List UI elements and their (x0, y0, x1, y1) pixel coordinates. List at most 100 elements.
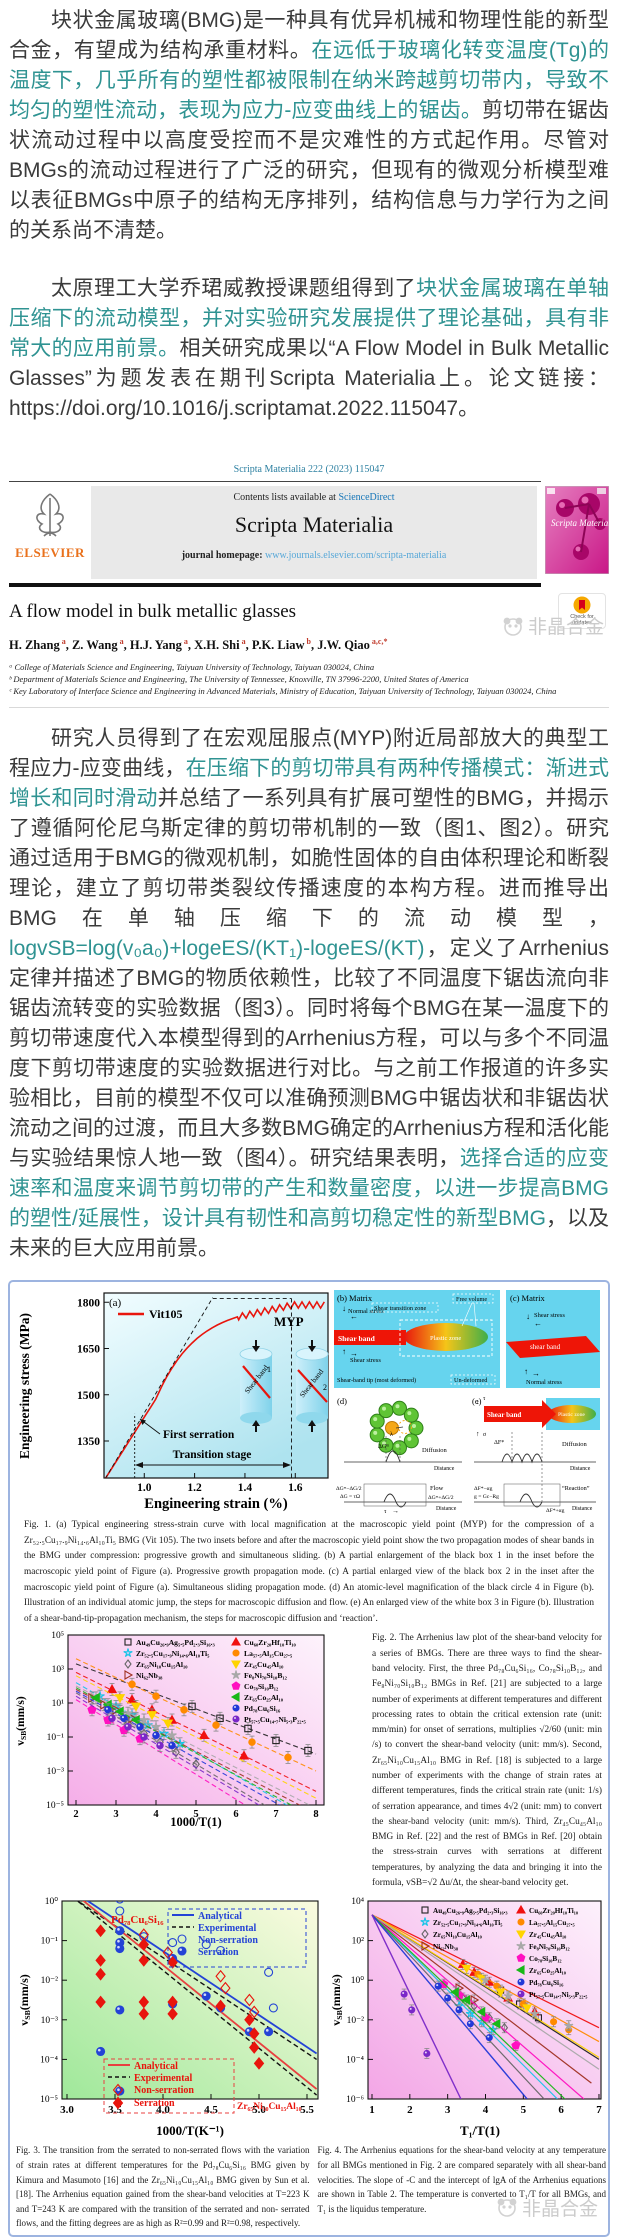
atom-highlight (382, 1406, 386, 1411)
data-point-marker (115, 1944, 125, 1954)
marker-highlight (246, 2029, 250, 2033)
first-serration-label: First serration (163, 1429, 235, 1441)
check-updates-badge[interactable]: Check for updates (558, 593, 606, 629)
svg-text:→: → (350, 1349, 358, 1358)
paragraph-intro: 块状金属玻璃(BMG)是一种具有优异机械和物理性能的新型合金，有望成为结构承重材… (9, 0, 609, 246)
x-tick-label: 5.5 (300, 2104, 314, 2116)
affiliation-line: ᶜ Key Laboratory of Interface Science an… (9, 686, 557, 697)
journal-homepage-link[interactable]: www.journals.elsevier.com/scripta-materi… (265, 550, 447, 561)
zr-alloy-label: Zr₆₅Ni₁₀Cu₁₅Al₁₀ (237, 2102, 302, 2112)
data-point-marker (124, 1670, 134, 1681)
legend-label: Zr₅₂.₅Cu₁₇.₉Ni₁₄.₆Al₁₀Ti₅ (136, 1649, 210, 1658)
author-name: , P.K. Liaw (245, 638, 305, 653)
data-point-marker (115, 2005, 125, 2015)
dF-plus-label: ΔF*+αg (546, 1508, 565, 1514)
arrhenius-line (75, 1689, 301, 1806)
fig3-xlabel: 1000/T(K⁻¹) (156, 2123, 224, 2138)
data-point-marker (138, 1938, 150, 1952)
text-segment: logvSB=log(v₀a₀)+logeES/(KT₁)-logeES/(KT… (9, 937, 425, 961)
y-tick-label: 10⁻¹ (47, 1733, 65, 1743)
data-point-marker (272, 1736, 280, 1745)
data-point-marker (168, 1938, 178, 1948)
affiliation-line: ᵃ College of Materials Science and Engin… (9, 662, 375, 673)
dF-label: ΔF* (494, 1440, 504, 1446)
atom (391, 1400, 407, 1416)
panel-b-title: (b) Matrix (337, 1293, 373, 1303)
text-segment: ，定义了Arrhenius定律并描述了BMG的物质依赖性，比较了不同温度下锯齿流… (9, 937, 609, 1171)
fig1-panels-diagram: (b) Matrix Normal stress ↓ ← Shear band P… (334, 1290, 600, 1514)
tau-label-e: τ (483, 1396, 486, 1402)
sciencedirect-link[interactable]: ScienceDirect (338, 492, 395, 503)
panda-icon (497, 2199, 517, 2218)
affiliation-line: ᵇ Department of Materials Science and En… (9, 674, 469, 685)
data-point-marker (466, 2020, 474, 2028)
data-point-marker (421, 1906, 429, 1914)
x-tick-label: 2 (73, 1809, 78, 1820)
fig2-series (75, 1658, 317, 1806)
check-updates-icon (573, 596, 591, 614)
data-point-marker (423, 2050, 431, 2058)
contents-prefix: Contents lists available at (233, 492, 339, 503)
text-segment: 选择合适的应变速率和温度来调节剪切带的产生和数量密度，以进一步提高BMG的塑性/… (9, 1147, 610, 1231)
data-point-marker (434, 1982, 442, 1991)
text-segment: 在压缩下的剪切带具有两种传播模式：渐进式增长和同时滑动 (9, 757, 610, 811)
author-name: , Z. Wang (65, 638, 118, 653)
y-tick-label: 1800 (77, 1297, 100, 1309)
stress-strain-curve (104, 1300, 325, 1479)
data-point-marker (124, 1723, 132, 1731)
data-point-marker (198, 1730, 210, 1740)
data-point-marker (231, 1681, 241, 1691)
data-point-marker (201, 1991, 211, 2001)
marker-highlight (169, 1743, 172, 1746)
dGm-label: ΔGᵐ (378, 1444, 389, 1450)
sigma-label-e: σ (483, 1432, 487, 1438)
atom (369, 1427, 385, 1443)
legend-label: Au₄₉Cu₂₆.₉Ag₅.₅Pd₂.₃Si₁₆.₃ (433, 1907, 508, 1915)
elastic-line (105, 1297, 214, 1479)
marker-highlight (402, 1992, 405, 1995)
legend-label: La₅₇.₅Al₁₅Cu₂₇.₅ (529, 1919, 575, 1927)
data-point-marker (455, 2006, 463, 2014)
author-name: , X.H. Shi (187, 638, 240, 653)
author-affiliation-sup: a (117, 637, 124, 646)
figure2-row: 2 3 4 5 6 7 8 10⁵ 10³ 10¹ 10⁻¹ 10⁻³ 10⁻⁵ Au₄₉Cu₂₆.₉Ag… (12, 1629, 606, 1891)
inset2-number: 2 (323, 1383, 327, 1392)
svg-text:↓: ↓ (476, 1398, 480, 1406)
data-point-marker (400, 1990, 408, 1998)
svg-text:↑: ↑ (524, 1367, 528, 1376)
marker-highlight (109, 1716, 112, 1719)
y-tick-label: 10⁻⁴ (346, 2056, 365, 2066)
fig1a-series (104, 1297, 325, 1479)
y-tick-label: 10³ (52, 1665, 65, 1675)
data-point-marker (124, 1638, 132, 1646)
author-affiliation-sup: a (59, 637, 66, 646)
data-point-marker (96, 2047, 106, 2057)
diffusion-label-e: Diffusion (562, 1441, 588, 1448)
marker-highlight (117, 1940, 120, 1943)
marker-highlight (117, 2088, 120, 2092)
data-point-marker (201, 1940, 211, 1950)
legend-label: Cu₆₀Zr₂₀Hf₁₀Ti₁₀ (529, 1907, 578, 1915)
data-point-marker (304, 1747, 312, 1755)
arrhenius-line (75, 1682, 288, 1806)
dGm-plus-label: ΔGᵐ+ΔG/2 (428, 1495, 454, 1501)
x-tick-label: 3.0 (60, 2104, 74, 2116)
lambda-label: λ (390, 1432, 393, 1438)
data-point-marker (232, 1715, 240, 1723)
arrhenius-line (75, 1696, 260, 1806)
flow-label: Flow (430, 1485, 444, 1492)
marker-highlight (468, 2022, 471, 2025)
shear-band-tip-label: Shear-band tip (most deformed) (337, 1377, 416, 1384)
legend-label: Zr₆₅Co₂₅Al₁₀ (244, 1693, 284, 1702)
data-point-marker (493, 1982, 501, 1991)
atom (378, 1403, 394, 1419)
legend-label: Non-serration (198, 1935, 258, 1946)
fig1-caption: Fig. 1. (a) Typical engineering stress-s… (24, 1520, 594, 1624)
doi-link[interactable]: https://doi.org/10.1016/j.scriptamat.202… (9, 397, 480, 420)
x-tick-label: 1 (369, 2104, 375, 2116)
x-tick-label: 6 (233, 1809, 238, 1820)
data-point-marker (408, 2006, 416, 2014)
legend-label: Zr₆₅Ni₁₀Cu₁₅Al₁₀ (433, 1931, 482, 1939)
paper-affiliations: ᵃ College of Materials Science and Engin… (9, 661, 609, 697)
